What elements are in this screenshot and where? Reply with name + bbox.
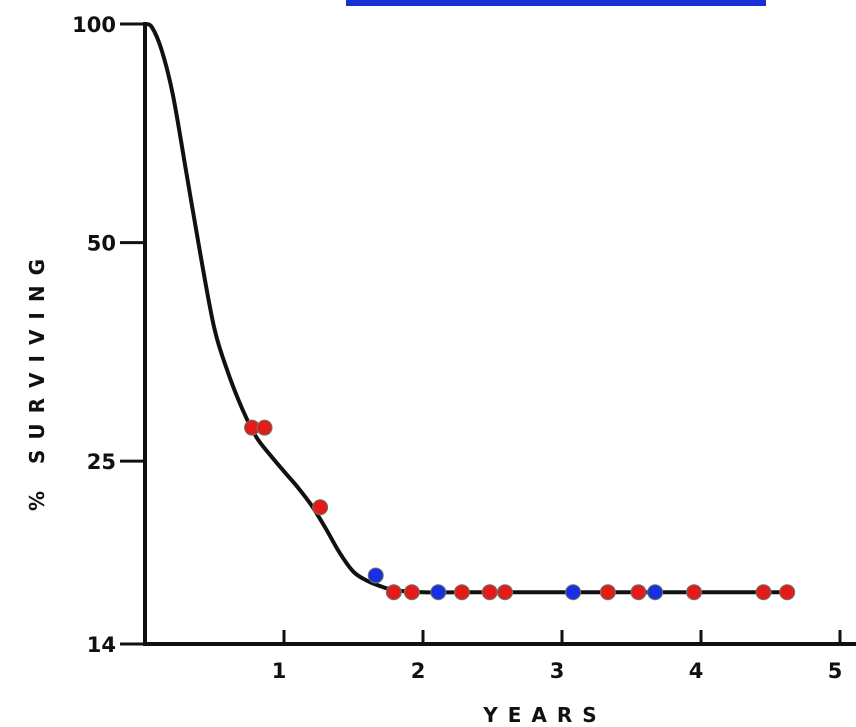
- red-data-point: [481, 584, 498, 601]
- blue-data-point: [430, 584, 447, 601]
- x-tick-label: 3: [550, 659, 565, 683]
- blue-data-point: [647, 584, 664, 601]
- red-data-point: [779, 584, 796, 601]
- y-tick-label: 100: [72, 13, 116, 37]
- red-data-point: [403, 584, 420, 601]
- x-tick-label: 2: [411, 659, 426, 683]
- top-banner: [346, 0, 766, 6]
- x-tick-label: 1: [272, 659, 287, 683]
- red-data-point: [385, 584, 402, 601]
- x-tick-label: 5: [828, 659, 843, 683]
- red-data-point: [755, 584, 772, 601]
- y-tick-label: 50: [87, 232, 116, 256]
- red-data-point: [453, 584, 470, 601]
- blue-data-point: [367, 567, 384, 584]
- red-data-point: [630, 584, 647, 601]
- red-data-point: [599, 584, 616, 601]
- y-tick-label: 14: [87, 633, 116, 657]
- y-tick-label: 25: [87, 450, 116, 474]
- x-axis-title: YEARS: [482, 703, 606, 727]
- red-data-point: [497, 584, 514, 601]
- blue-data-point: [565, 584, 582, 601]
- x-axis-ticks: 1 2 3 4 5: [272, 630, 843, 683]
- survival-curve: [143, 22, 794, 595]
- red-data-point: [312, 499, 329, 516]
- red-data-point: [686, 584, 703, 601]
- data-points: [244, 419, 796, 601]
- red-data-point: [256, 419, 273, 436]
- y-axis-title: % SURVIVING: [25, 249, 49, 511]
- y-axis-ticks: 100 50 25 14: [72, 13, 145, 657]
- x-tick-label: 4: [689, 659, 704, 683]
